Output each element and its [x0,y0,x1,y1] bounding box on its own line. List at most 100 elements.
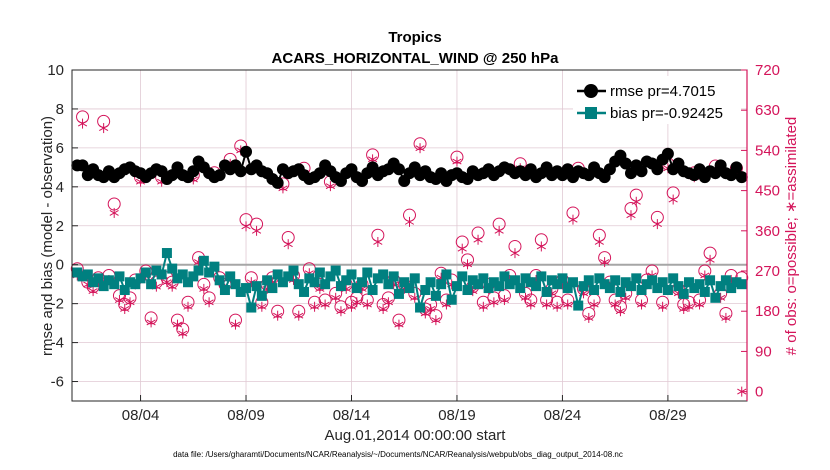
assimilated-obs-point [721,312,731,323]
assimilated-obs-point [273,310,283,321]
bias-point [736,279,747,290]
assimilated-obs-point [499,295,510,306]
bias-point [631,273,642,284]
bias-point [156,269,167,280]
legend-bias-marker [585,107,597,119]
bias-point [636,285,647,296]
x-tick-label: 08/04 [122,407,160,424]
bias-point [209,261,220,272]
bias-point [552,279,563,290]
assimilated-obs-point [462,259,473,270]
bias-point [251,281,262,292]
assimilated-obs-point [336,306,346,317]
bias-point [299,286,310,297]
bias-point [288,265,299,276]
bias-point [235,286,246,297]
bias-point [720,275,731,286]
y-tick-label: 8 [56,101,64,118]
bias-point [710,292,721,303]
bias-point [604,283,615,294]
y-tick-label: -4 [51,335,64,352]
bias-point [610,275,621,286]
bias-point [357,277,368,288]
legend-box [573,76,741,124]
assimilated-obs-point [626,210,636,221]
bias-point [473,279,484,290]
bias-point [183,277,194,288]
bias-point [705,275,716,286]
assimilated-obs-point [257,301,267,312]
bias-point [204,267,215,278]
assimilated-obs-point [77,118,88,129]
assimilated-obs-point [230,319,241,330]
bias-point [146,279,157,290]
bias-point [647,275,658,286]
assimilated-obs-point [404,216,415,227]
bias-point [694,279,705,290]
assimilated-obs-point [431,315,441,326]
assimilated-obs-point [694,299,705,310]
rmse-point [619,157,632,170]
assimilated-obs-point [88,286,98,297]
bias-point [246,302,257,313]
bias-point [230,279,241,290]
assimilated-obs-point [114,295,125,306]
assimilated-obs-point [452,156,462,167]
bias-point [525,277,536,288]
y-tick-label: -6 [51,374,64,391]
y-tick-label: 6 [56,140,64,157]
bias-point [383,279,394,290]
x-tick-label: 08/19 [438,407,476,424]
bias-point [198,255,209,266]
bias-point [446,294,457,305]
bias-point [88,277,99,288]
assimilated-obs-point [394,319,404,330]
bias-point [567,277,578,288]
assimilated-obs-point [346,301,357,312]
y-right-tick-label: 540 [755,142,780,159]
assimilated-obs-point [373,236,383,247]
bias-point [135,273,146,284]
bias-point [114,271,125,282]
bias-point [241,283,252,294]
assimilated-obs-point [568,214,578,225]
bias-point [520,273,531,284]
rmse-point [76,159,89,172]
bias-point [393,288,404,299]
bias-point [140,267,151,278]
bias-point [557,273,568,284]
rmse-point [240,145,253,158]
bias-point [77,271,88,282]
bias-point [715,281,726,292]
y-tick-label: 2 [56,218,64,235]
assimilated-obs-point [536,241,546,252]
bias-point [425,277,436,288]
assimilated-obs-point [325,181,335,192]
assimilated-obs-point [542,299,552,310]
bias-point [652,283,663,294]
bias-point [98,281,109,292]
bias-point [589,285,600,296]
y-axis-label: rmse and bias (model - observation) [39,116,56,356]
bias-point [225,271,236,282]
assimilated-obs-point [600,257,610,268]
rmse-point [213,169,226,182]
assimilated-obs-point [510,248,520,259]
bias-point [325,271,336,282]
assimilated-obs-point [294,310,304,321]
assimilated-obs-point [415,143,425,154]
bias-point [594,273,605,284]
y-tick-label: 10 [47,62,64,79]
bias-point [467,275,478,286]
bias-point [309,277,320,288]
assimilated-obs-point [494,225,504,236]
bias-point [641,279,652,290]
bias-point [689,283,700,294]
chart-title: Tropics [388,29,441,46]
bias-point [330,265,341,276]
bias-point [262,275,273,286]
assimilated-obs-point [109,207,119,218]
assimilated-obs-point [183,301,193,312]
bias-point [256,290,267,301]
